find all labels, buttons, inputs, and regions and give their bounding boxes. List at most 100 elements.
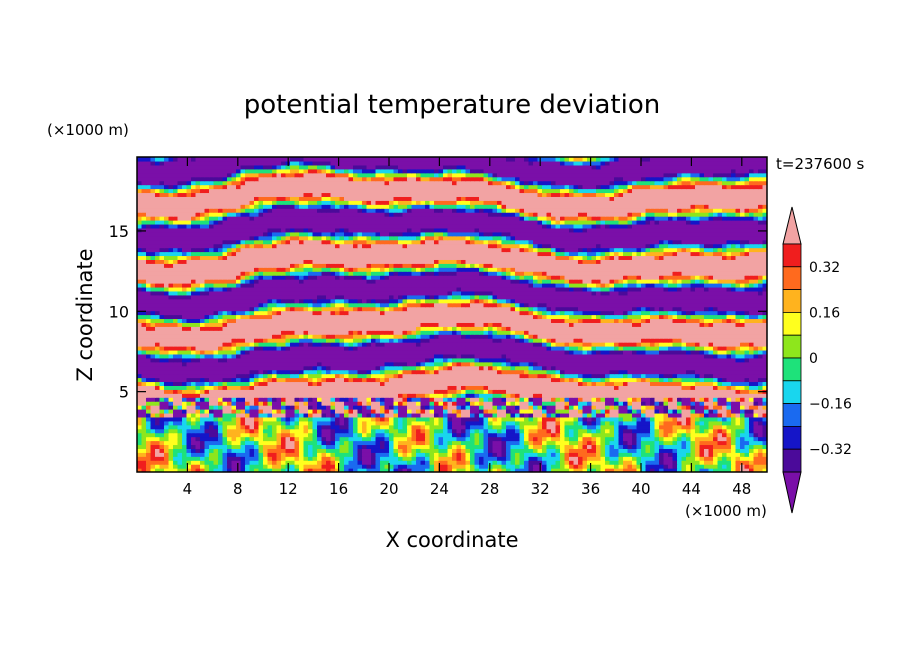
field-cell [735, 436, 741, 442]
field-cell [474, 412, 480, 418]
field-cell [605, 342, 611, 347]
field-cell [515, 373, 521, 379]
field-cell [632, 389, 638, 394]
field-cell [353, 436, 359, 442]
field-cell [303, 330, 309, 335]
field-cell [366, 385, 372, 390]
field-cell [569, 409, 575, 414]
field-cell [551, 338, 557, 343]
field-cell [429, 373, 435, 379]
field-cell [402, 420, 408, 426]
field-cell [501, 432, 507, 438]
field-cell [618, 405, 624, 410]
field-cell [537, 377, 543, 383]
field-cell [191, 468, 197, 472]
field-cell [326, 401, 332, 406]
field-cell [600, 432, 606, 438]
field-cell [200, 436, 206, 442]
field-cell [150, 409, 156, 414]
field-cell [186, 460, 192, 465]
field-cell [623, 401, 629, 406]
field-cell [524, 412, 530, 418]
field-cell [704, 444, 710, 449]
field-cell [137, 397, 143, 402]
field-cell [141, 393, 147, 398]
field-cell [182, 349, 188, 355]
field-cell [515, 381, 521, 386]
field-cell [348, 464, 354, 469]
field-cell [528, 349, 534, 355]
field-cell [339, 452, 345, 457]
field-cell [452, 456, 458, 461]
field-cell [191, 428, 197, 434]
field-cell [411, 346, 417, 351]
field-cell [524, 428, 530, 434]
field-cell [281, 349, 287, 355]
field-cell [236, 432, 242, 438]
field-cell [614, 405, 620, 410]
field-cell [177, 420, 183, 426]
field-cell [173, 377, 179, 383]
field-cell [254, 464, 260, 469]
field-cell [357, 448, 363, 453]
field-cell [632, 412, 638, 418]
field-cell [204, 405, 210, 410]
field-cell [758, 464, 764, 469]
field-cell [501, 412, 507, 418]
field-cell [150, 393, 156, 398]
field-cell [672, 346, 678, 351]
field-cell [443, 468, 449, 472]
field-cell [542, 353, 548, 359]
field-cell [186, 448, 192, 453]
field-cell [564, 401, 570, 406]
field-cell [524, 346, 530, 351]
field-cell [560, 349, 566, 355]
field-cell [722, 468, 728, 472]
field-cell [317, 436, 323, 442]
field-cell [465, 342, 471, 347]
field-cell [182, 353, 188, 359]
field-cell [551, 464, 557, 469]
field-cell [429, 389, 435, 394]
field-cell [222, 381, 228, 386]
field-cell [344, 369, 350, 375]
field-cell [303, 385, 309, 390]
field-cell [398, 373, 404, 379]
field-cell [497, 432, 503, 438]
field-cell [573, 381, 579, 386]
field-cell [551, 412, 557, 418]
field-cell [434, 440, 440, 446]
field-cell [429, 432, 435, 438]
field-cell [722, 361, 728, 367]
field-cell [294, 377, 300, 383]
field-cell [245, 436, 251, 442]
field-cell [164, 385, 170, 390]
field-cell [497, 397, 503, 402]
field-cell [398, 346, 404, 351]
field-cell [717, 381, 723, 386]
field-cell [479, 424, 485, 430]
field-cell [191, 464, 197, 469]
field-cell [704, 401, 710, 406]
field-cell [510, 361, 516, 367]
field-cell [726, 432, 732, 438]
field-cell [600, 334, 606, 339]
field-cell [299, 393, 305, 398]
field-cell [465, 373, 471, 379]
field-cell [645, 405, 651, 410]
field-cell [731, 397, 737, 402]
field-cell [335, 357, 341, 363]
field-cell [578, 444, 584, 449]
field-cell [758, 432, 764, 438]
field-cell [276, 448, 282, 453]
field-cell [281, 393, 287, 398]
field-cell [641, 444, 647, 449]
field-cell [519, 377, 525, 383]
field-cell [641, 342, 647, 347]
field-cell [249, 420, 255, 426]
field-cell [222, 424, 228, 430]
field-cell [515, 357, 521, 363]
field-cell [465, 464, 471, 469]
field-cell [303, 468, 309, 472]
field-cell [560, 448, 566, 453]
